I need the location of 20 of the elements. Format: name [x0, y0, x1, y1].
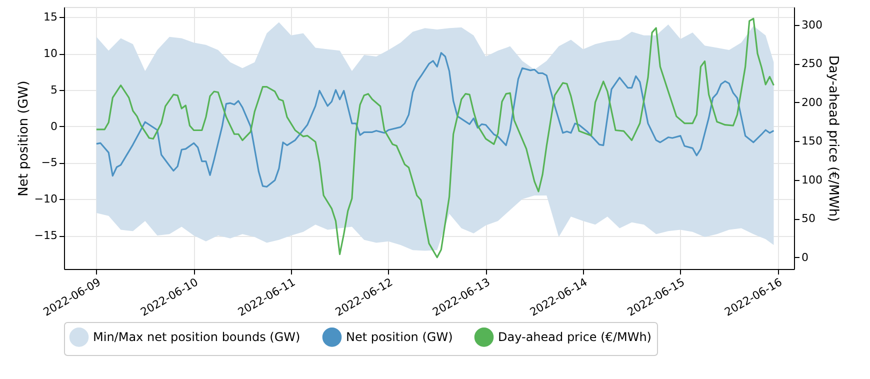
y2-tick-label: 150: [802, 134, 822, 148]
y-tick-label: 0: [50, 120, 58, 133]
legend-label: Min/Max net position bounds (GW): [93, 330, 300, 344]
y-tick-label: −15: [34, 229, 58, 242]
legend-label: Day-ahead price (€/MWh): [498, 330, 652, 344]
line-series: [96, 52, 775, 188]
y-tick-label: 5: [50, 83, 58, 96]
y-axis-title: Net position (GW): [16, 80, 32, 196]
y-tick-label: −10: [34, 192, 58, 206]
y-tick-label: −5: [41, 156, 58, 170]
y-tick-label: 10: [44, 47, 58, 60]
y2-axis-title: Day-ahead price (€/MWh): [825, 55, 840, 222]
legend-label: Net position (GW): [346, 330, 453, 344]
y-tick-label: 15: [44, 10, 58, 24]
y2-tick-label: 300: [802, 18, 822, 32]
y2-tick-label: 100: [802, 173, 822, 186]
y2-tick-label: 50: [802, 212, 816, 226]
y2-tick-label: 250: [802, 57, 822, 70]
y2-tick-label: 0: [802, 250, 808, 264]
y2-tick-label: 200: [802, 96, 822, 109]
